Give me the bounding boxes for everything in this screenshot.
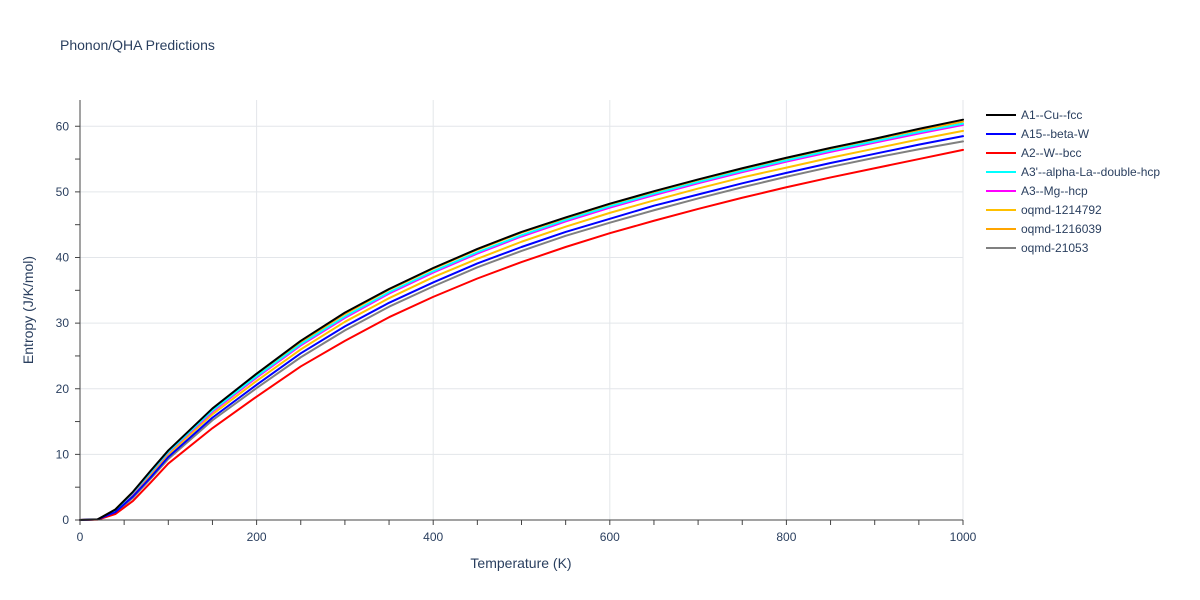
y-axis-title: Entropy (J/K/mol)	[20, 256, 36, 364]
y-tick-label: 50	[56, 185, 70, 199]
x-axis-title: Temperature (K)	[470, 555, 571, 571]
y-tick-label: 20	[56, 382, 70, 396]
legend[interactable]: A1--Cu--fcc A15--beta-W A2--W--bcc A3'--alp…	[986, 108, 1160, 255]
legend-item[interactable]: A2--W--bcc	[986, 146, 1081, 160]
chart-title: Phonon/QHA Predictions	[60, 37, 215, 53]
legend-label: A1--Cu--fcc	[1021, 108, 1082, 122]
axes	[75, 100, 964, 525]
series-line-a2-w-bcc	[79, 148, 964, 521]
legend-label: oqmd-21053	[1021, 241, 1089, 255]
legend-label: oqmd-1216039	[1021, 222, 1102, 236]
y-tick-label: 30	[56, 316, 70, 330]
legend-item[interactable]: oqmd-21053	[986, 241, 1089, 255]
legend-label: A3'--alpha-La--double-hcp	[1021, 165, 1160, 179]
x-tick-label: 800	[776, 530, 796, 544]
legend-item[interactable]: A1--Cu--fcc	[986, 108, 1082, 122]
legend-item[interactable]: oqmd-1214792	[986, 203, 1102, 217]
y-tick-label: 60	[56, 119, 70, 133]
grid	[80, 100, 964, 520]
y-tick-label: 40	[56, 251, 70, 265]
x-tick-label: 0	[77, 530, 84, 544]
legend-label: A15--beta-W	[1021, 127, 1090, 141]
legend-item[interactable]: A3'--alpha-La--double-hcp	[986, 165, 1160, 179]
legend-label: A2--W--bcc	[1021, 146, 1081, 160]
y-tick-label: 10	[56, 447, 70, 461]
legend-label: oqmd-1214792	[1021, 203, 1102, 217]
series-line-oqmd-1214792	[79, 129, 964, 521]
x-tick-label: 1000	[950, 530, 977, 544]
tick-labels: 0 200 400 600 800 1000 0 10 20 30 40 50 60	[56, 119, 977, 544]
legend-item[interactable]: A15--beta-W	[986, 127, 1090, 141]
x-tick-label: 600	[600, 530, 620, 544]
series-line-a15-beta-w	[79, 135, 964, 521]
legend-label: A3--Mg--hcp	[1021, 184, 1088, 198]
x-tick-label: 200	[247, 530, 267, 544]
legend-item[interactable]: A3--Mg--hcp	[986, 184, 1088, 198]
x-tick-label: 400	[423, 530, 443, 544]
series-line-a1-cu-fcc	[79, 118, 964, 521]
series-lines	[79, 118, 964, 521]
y-tick-label: 0	[62, 513, 69, 527]
legend-item[interactable]: oqmd-1216039	[986, 222, 1102, 236]
